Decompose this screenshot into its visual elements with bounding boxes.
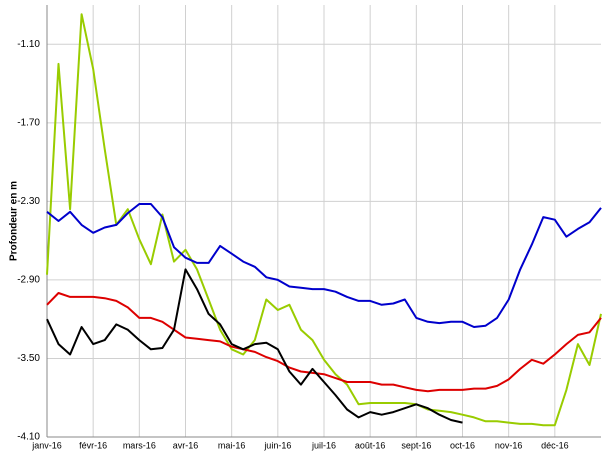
x-tick-label: juin-16 [263, 440, 291, 450]
y-tick-label: -3.50 [17, 353, 40, 364]
x-tick-label: nov-16 [495, 440, 523, 450]
x-tick-label: mai-16 [218, 440, 246, 450]
x-tick-label: juil-16 [311, 440, 336, 450]
x-tick-label: oct-16 [450, 440, 475, 450]
series-line [46, 292, 602, 393]
x-tick-label: avr-16 [173, 440, 199, 450]
x-tick-label: déc-16 [541, 440, 569, 450]
series-line [46, 203, 602, 328]
y-axis-label: Profondeur en m [9, 181, 20, 261]
y-tick-label: -1.10 [17, 39, 40, 50]
x-tick-label: janv-16 [31, 440, 62, 450]
y-tick-label: -1.70 [17, 117, 40, 128]
x-tick-label: févr-16 [79, 440, 107, 450]
x-tick-label: août-16 [355, 440, 386, 450]
y-tick-label: -2.30 [17, 196, 40, 207]
series-line [46, 268, 463, 424]
y-tick-label: -2.90 [17, 275, 40, 286]
x-tick-label: mars-16 [123, 440, 156, 450]
y-tick-label: -4.10 [17, 432, 40, 443]
x-tick-label: sept-16 [401, 440, 431, 450]
series-line [46, 13, 602, 427]
